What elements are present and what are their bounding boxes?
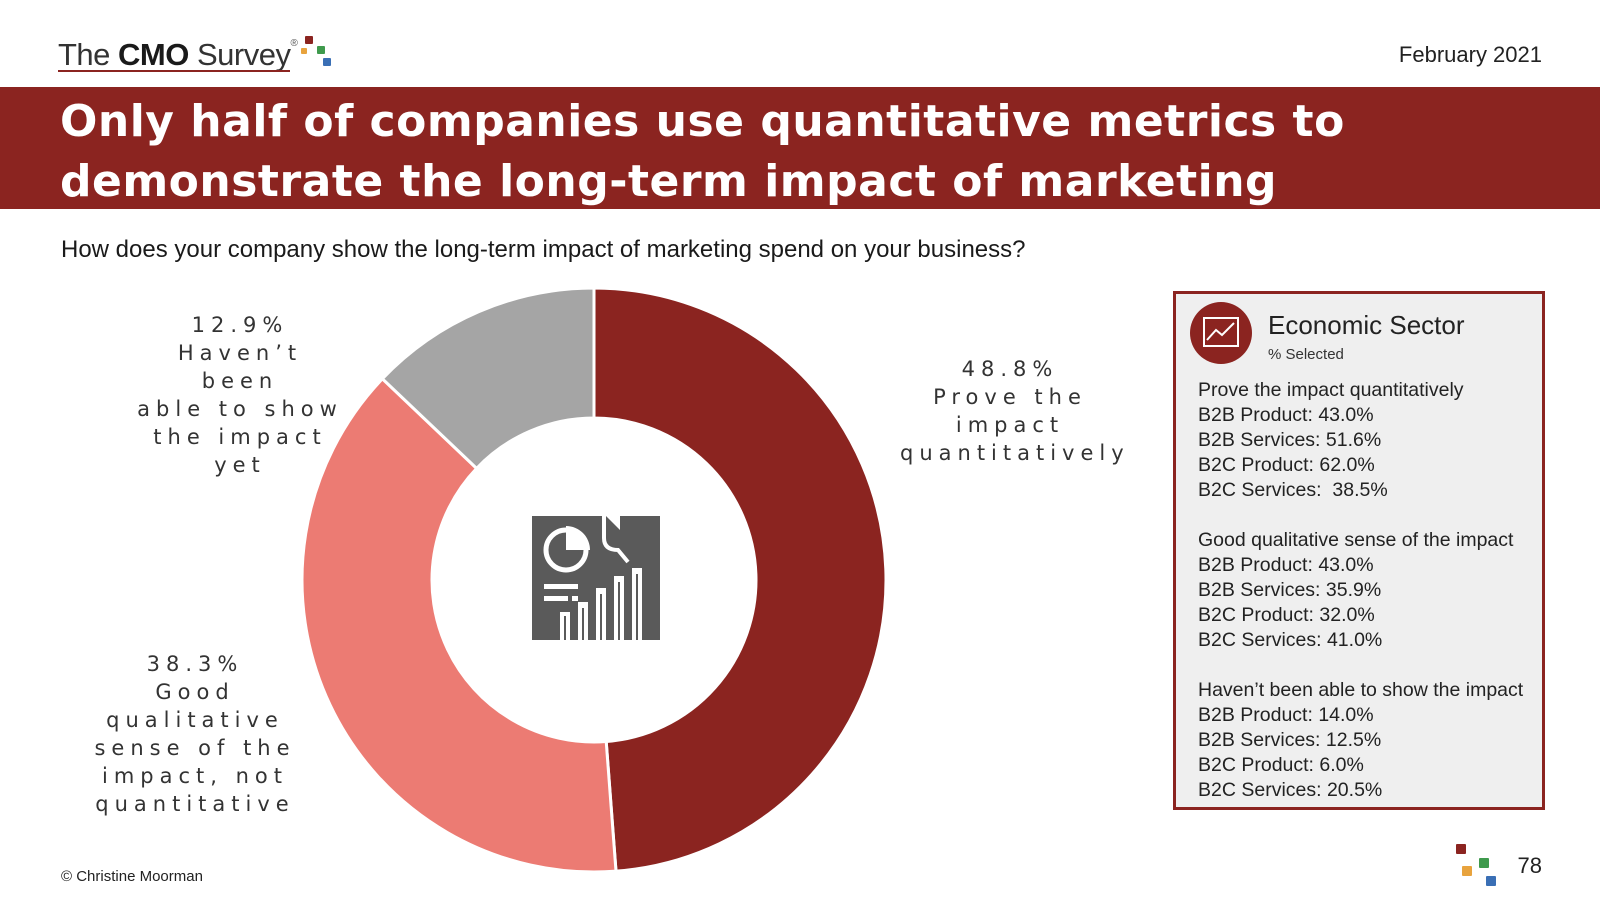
sector-row: B2B Services: 12.5% [1198,729,1382,751]
slice-value: 12.9% [191,313,289,337]
sector-row: B2C Services: 38.5% [1198,479,1388,501]
survey-question: How does your company show the long-term… [61,236,1026,263]
sector-group-not-shown: Haven’t been able to show the impact B2B… [1198,678,1538,803]
logo-squares-icon [301,34,341,70]
slice-value: 38.3% [146,652,244,676]
sector-row: B2C Services: 20.5% [1198,779,1383,801]
page-number: 78 [1517,853,1542,878]
sector-row: B2B Product: 43.0% [1198,554,1374,576]
logo-wordmark: The CMO Survey® [58,37,298,72]
panel-body: Prove the impact quantitatively B2B Prod… [1198,378,1538,828]
slice-label-not-shown: 12.9% Haven’t been able to show the impa… [135,311,345,479]
sector-row: B2C Services: 41.0% [1198,629,1383,651]
footer-squares-icon [1452,842,1502,892]
group-heading: Good qualitative sense of the impact [1198,529,1514,551]
slice-label-quantitative: 48.8% Prove the impact quantitatively [900,357,1130,465]
report-chart-icon [532,516,660,640]
cmo-survey-logo: The CMO Survey® [58,34,341,72]
sector-group-qualitative: Good qualitative sense of the impact B2B… [1198,528,1538,653]
donut-slice-1 [300,376,618,874]
group-heading: Haven’t been able to show the impact [1198,679,1524,701]
sector-row: B2B Services: 51.6% [1198,429,1382,451]
sector-row: B2B Product: 43.0% [1198,404,1374,426]
donut-slice-0 [592,286,888,873]
sector-group-quantitative: Prove the impact quantitatively B2B Prod… [1198,378,1538,503]
slide-title: Only half of companies use quantitative … [60,96,1345,207]
slice-label-qualitative: 38.3% Good qualitative sense of the impa… [90,650,300,818]
sector-row: B2C Product: 62.0% [1198,454,1375,476]
donut-slice-2 [380,286,596,471]
group-heading: Prove the impact quantitatively [1198,379,1464,401]
panel-title: Economic Sector [1268,310,1465,340]
logo-underline [58,70,290,72]
sector-row: B2C Product: 6.0% [1198,754,1364,776]
title-band [0,87,1600,209]
line-chart-icon [1190,302,1252,364]
sector-row: B2B Product: 14.0% [1198,704,1374,726]
economic-sector-panel: Economic Sector % Selected Prove the imp… [1173,291,1545,810]
copyright: © Christine Moorman [61,868,203,885]
sector-row: B2C Product: 32.0% [1198,604,1375,626]
sector-row: B2B Services: 35.9% [1198,579,1382,601]
report-date: February 2021 [1398,42,1542,67]
slice-value: 48.8% [961,357,1059,381]
panel-subtitle: % Selected [1268,346,1344,363]
